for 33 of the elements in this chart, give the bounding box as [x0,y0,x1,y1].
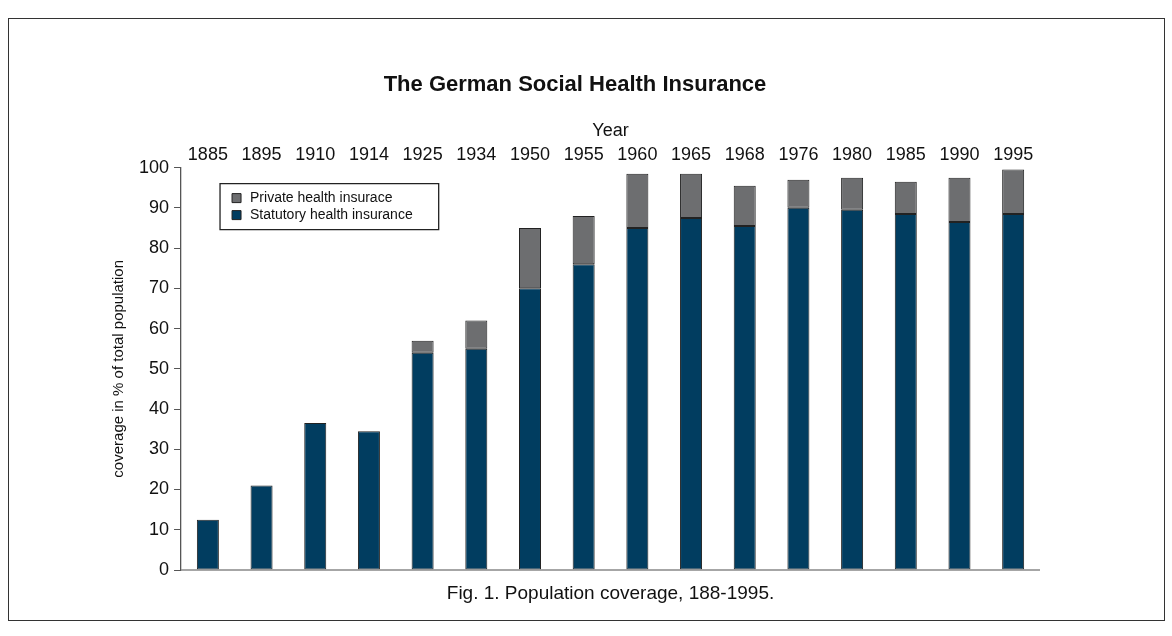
y-tick-label: 0 [159,558,170,579]
x-tick-label: 1895 [241,143,282,164]
y-tick-label: 70 [149,277,170,298]
y-tick-label: 10 [149,518,170,539]
caption: Fig. 1. Population coverage, 188-1995. [446,582,775,604]
x-tick-label: 1980 [832,143,873,164]
x-tick-label: 1968 [724,143,765,164]
y-tick-label: 90 [149,196,170,217]
y-tick-label: 20 [149,478,170,499]
y-tick-label: 80 [149,237,170,258]
x-tick-label: 1960 [617,143,658,164]
x-tick-label: 1914 [348,143,389,164]
legend-label: Private health insurace [250,188,393,205]
x-tick-label: 1995 [993,143,1034,164]
y-tick-label: 50 [149,357,170,378]
chart-title: The German Social Health Insurance [383,71,767,97]
y-axis-title: coverage in % of total population [109,259,127,478]
y-tick-label: 30 [149,438,170,459]
y-tick-label: 60 [149,317,170,338]
y-tick-label: 40 [149,398,170,419]
x-tick-label: 1965 [671,143,712,164]
x-tick-label: 1985 [885,143,926,164]
x-tick-label: 1910 [295,143,336,164]
y-tick-label: 100 [138,156,170,177]
x-tick-label: 1934 [456,143,497,164]
legend-label: Statutory health insurance [250,205,413,222]
x-tick-label: 1955 [563,143,604,164]
x-tick-label: 1990 [939,143,980,164]
x-tick-label: 1950 [509,143,551,164]
x-tick-label: 1925 [402,143,443,164]
x-tick-label: 1976 [778,143,819,164]
x-tick-label: 1885 [187,143,228,164]
x-axis-title: Year [592,120,629,141]
